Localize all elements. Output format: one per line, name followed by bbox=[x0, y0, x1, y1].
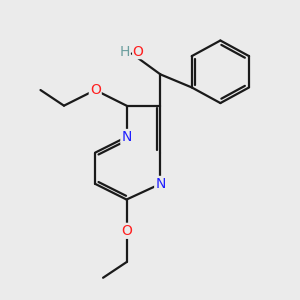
Text: H: H bbox=[120, 45, 130, 59]
Text: O: O bbox=[121, 224, 132, 238]
Text: N: N bbox=[121, 130, 132, 144]
Text: O: O bbox=[90, 83, 101, 97]
Text: N: N bbox=[155, 177, 166, 191]
Text: O: O bbox=[132, 45, 143, 59]
